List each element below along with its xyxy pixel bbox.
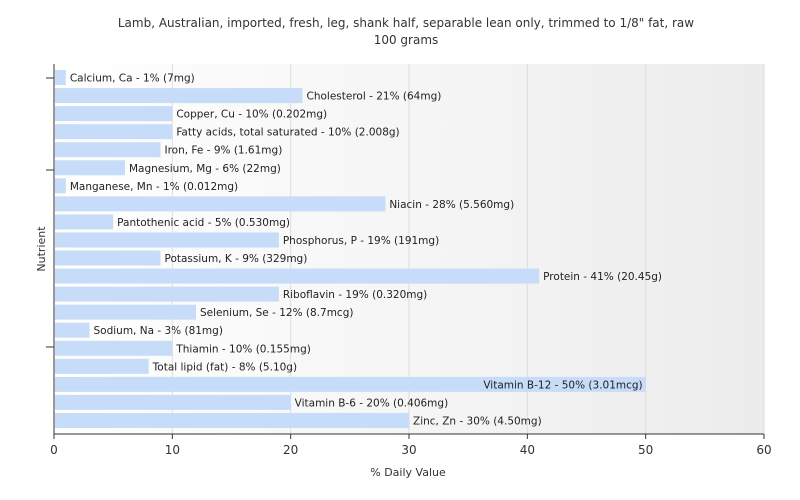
bar-label-manganese-mn: Manganese, Mn - 1% (0.012mg) <box>70 181 238 193</box>
bar-magnesium-mg <box>55 160 125 176</box>
bar-protein <box>55 268 540 284</box>
bar-label-vitamin-b-12: Vitamin B-12 - 50% (3.01mcg) <box>483 379 642 391</box>
bar-label-zinc-zn: Zinc, Zn - 30% (4.50mg) <box>413 415 542 427</box>
bar-label-cholesterol: Cholesterol - 21% (64mg) <box>307 91 442 103</box>
bar-fatty-acids-total-saturated <box>55 124 173 140</box>
bar-phosphorus-p <box>55 232 279 248</box>
bar-label-iron-fe: Iron, Fe - 9% (1.61mg) <box>165 145 283 157</box>
bars <box>55 70 646 428</box>
bar-label-thiamin: Thiamin - 10% (0.155mg) <box>175 343 311 355</box>
bar-zinc-zn <box>55 412 409 428</box>
x-tick-label: 50 <box>638 443 653 457</box>
x-ticks: 0 10 20 30 40 50 60 <box>50 434 772 457</box>
bar-cholesterol <box>55 88 303 104</box>
bar-label-total-lipid-fat: Total lipid (fat) - 8% (5.10g) <box>152 361 297 373</box>
x-axis-title: % Daily Value <box>370 466 446 479</box>
bar-label-protein: Protein - 41% (20.45g) <box>543 271 662 283</box>
bar-label-pantothenic-acid: Pantothenic acid - 5% (0.530mg) <box>117 217 290 229</box>
bar-label-magnesium-mg: Magnesium, Mg - 6% (22mg) <box>129 163 281 175</box>
bar-vitamin-b-6 <box>55 394 291 410</box>
bar-thiamin <box>55 340 173 356</box>
bar-label-copper-cu: Copper, Cu - 10% (0.202mg) <box>176 109 327 121</box>
bar-label-calcium-ca: Calcium, Ca - 1% (7mg) <box>70 73 195 85</box>
bar-label-fatty-acids-total-saturated: Fatty acids, total saturated - 10% (2.00… <box>176 127 399 139</box>
bar-manganese-mn <box>55 178 66 194</box>
bar-total-lipid-fat <box>55 358 149 374</box>
x-tick-label: 0 <box>50 443 58 457</box>
chart-title: Lamb, Australian, imported, fresh, leg, … <box>118 16 694 30</box>
chart-subtitle: 100 grams <box>374 33 439 47</box>
bar-calcium-ca <box>55 70 66 86</box>
bar-label-riboflavin: Riboflavin - 19% (0.320mg) <box>283 289 427 301</box>
x-tick-label: 40 <box>520 443 535 457</box>
bar-label-potassium-k: Potassium, K - 9% (329mg) <box>165 253 308 265</box>
bar-label-vitamin-b-6: Vitamin B-6 - 20% (0.406mg) <box>295 397 449 409</box>
bar-niacin <box>55 196 386 212</box>
bar-label-phosphorus-p: Phosphorus, P - 19% (191mg) <box>283 235 439 247</box>
bar-pantothenic-acid <box>55 214 114 230</box>
x-tick-label: 10 <box>165 443 180 457</box>
bar-label-sodium-na: Sodium, Na - 3% (81mg) <box>94 325 223 337</box>
bar-label-selenium-se: Selenium, Se - 12% (8.7mcg) <box>200 307 353 319</box>
bar-labels: Calcium, Ca - 1% (7mg) Cholesterol - 21% … <box>70 73 662 428</box>
bar-riboflavin <box>55 286 279 302</box>
bar-sodium-na <box>55 322 90 338</box>
bar-vitamin-b-12 <box>55 376 646 392</box>
bar-label-niacin: Niacin - 28% (5.560mg) <box>389 199 514 211</box>
x-tick-label: 30 <box>401 443 416 457</box>
x-tick-label: 60 <box>756 443 771 457</box>
x-tick-label: 20 <box>283 443 298 457</box>
y-axis-title: Nutrient <box>35 226 48 272</box>
bar-copper-cu <box>55 106 173 122</box>
bar-selenium-se <box>55 304 196 320</box>
bar-potassium-k <box>55 250 161 266</box>
bar-iron-fe <box>55 142 161 158</box>
